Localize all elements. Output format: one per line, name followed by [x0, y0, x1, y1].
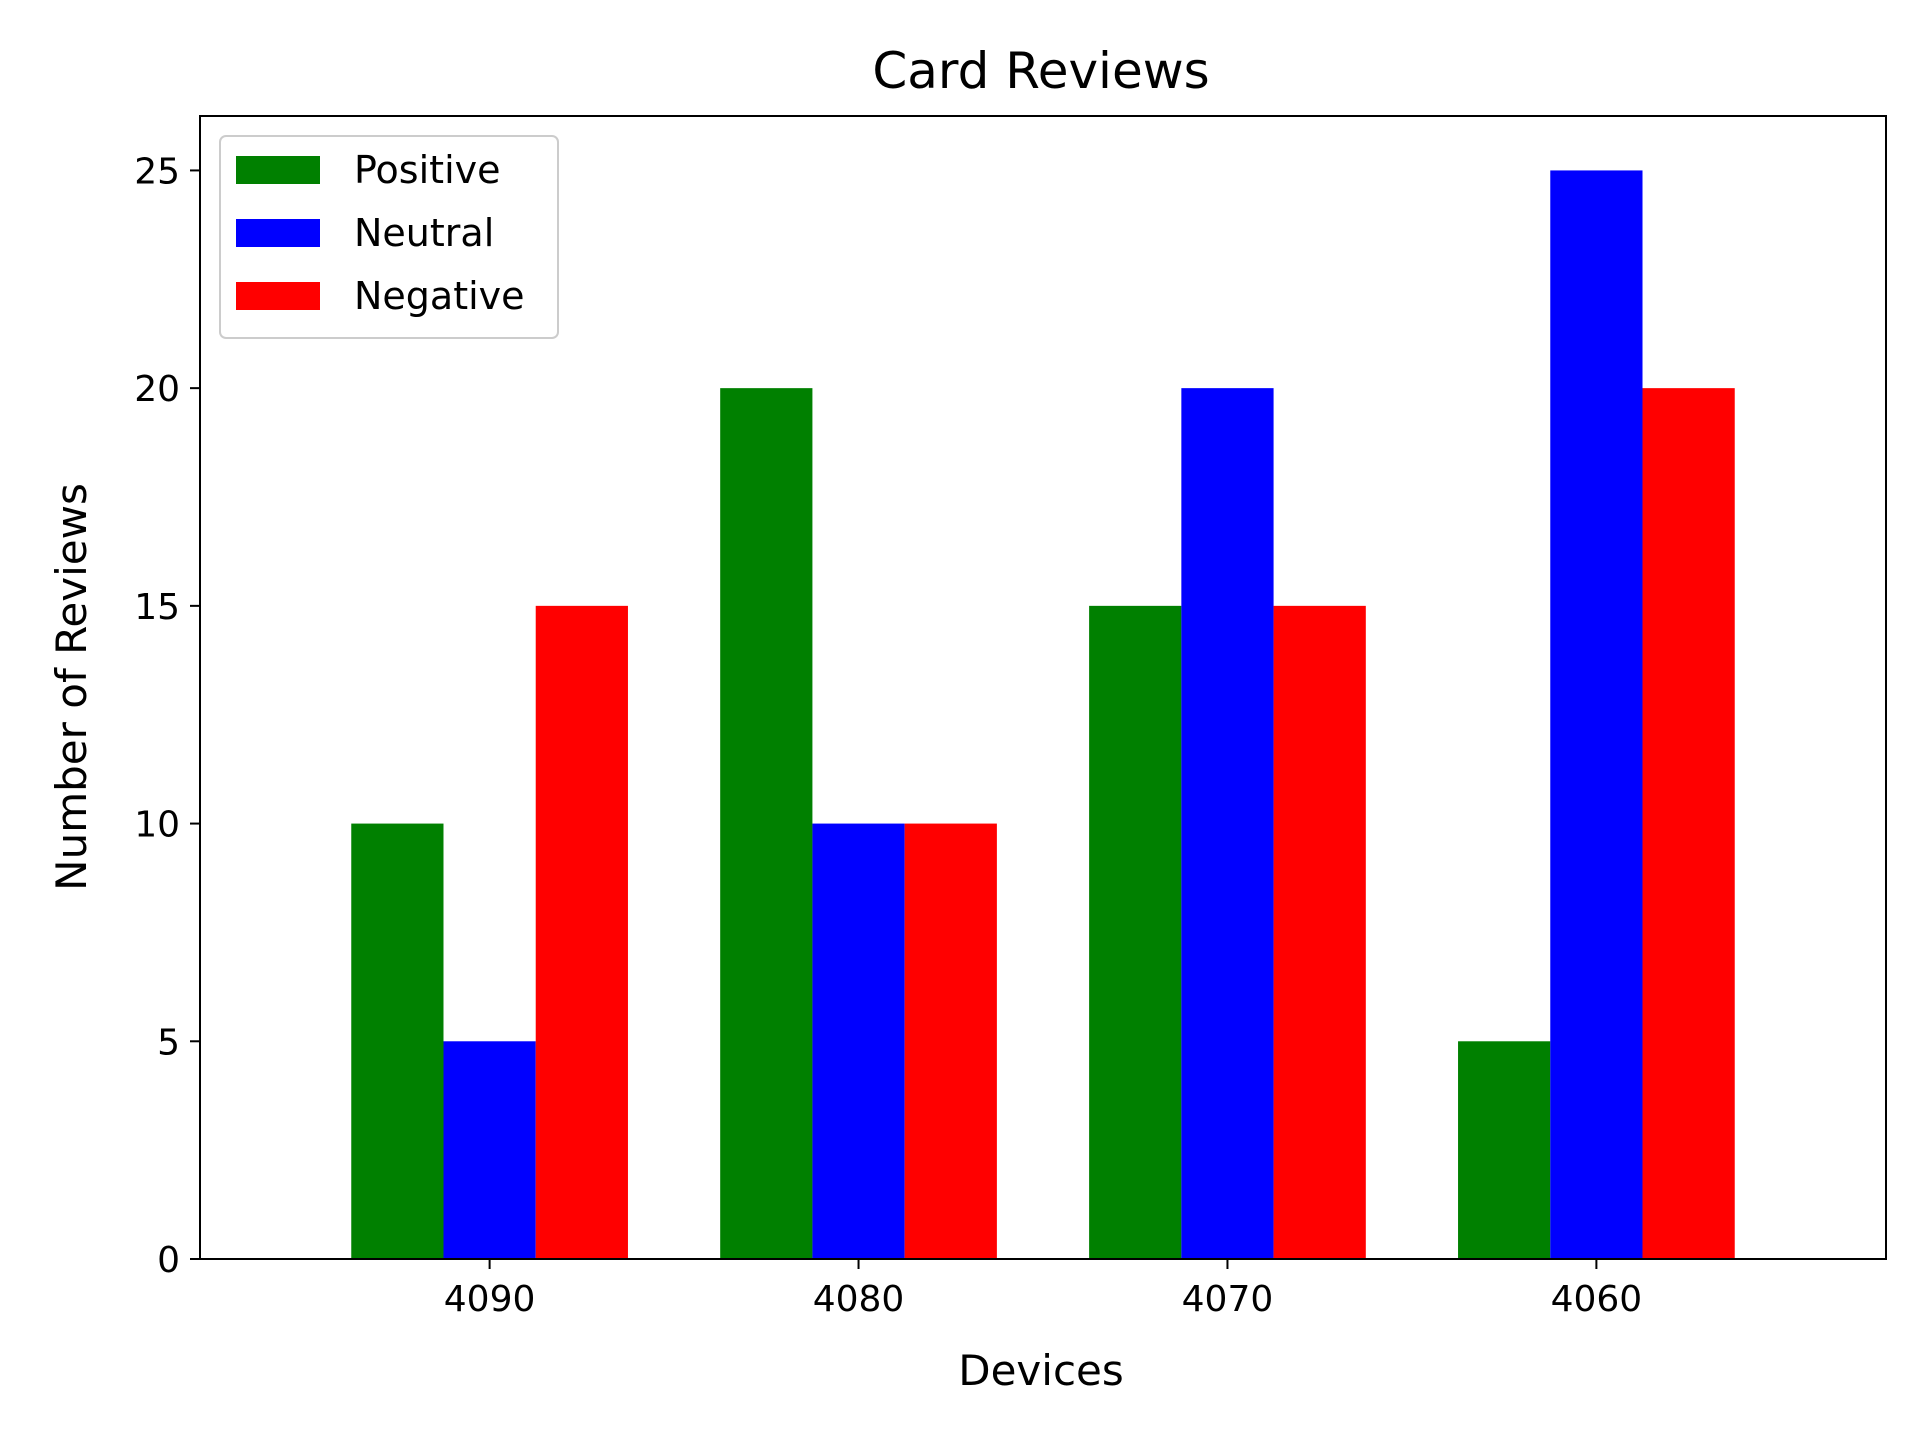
y-tick-label: 25	[134, 151, 180, 192]
x-tick-label: 4060	[1551, 1279, 1643, 1320]
chart-title: Card Reviews	[872, 42, 1209, 100]
bar-neutral-4080	[812, 823, 905, 1259]
legend-label-negative: Negative	[354, 274, 525, 318]
bar-neutral-4060	[1550, 170, 1643, 1259]
y-tick-label: 5	[157, 1022, 180, 1063]
x-tick-label: 4070	[1182, 1279, 1274, 1320]
x-tick-label: 4090	[444, 1279, 536, 1320]
legend: Positive Neutral Negative	[219, 135, 559, 339]
plot-area-frame	[199, 115, 1887, 1260]
y-axis-label: Number of Reviews	[47, 483, 96, 891]
x-axis: 4090 4080 4070 4060	[444, 1259, 1642, 1320]
y-tick-label: 15	[134, 587, 180, 628]
legend-swatch-neutral	[236, 219, 320, 247]
legend-swatch-negative	[236, 282, 320, 310]
bar-negative-4090	[535, 605, 628, 1259]
bar-negative-4080	[904, 823, 997, 1259]
x-axis-label: Devices	[958, 1346, 1124, 1395]
x-tick-label: 4080	[813, 1279, 905, 1320]
y-axis: 0 5 10 15 20 25	[134, 151, 200, 1281]
bar-negative-4060	[1642, 388, 1735, 1260]
bar-positive-4090	[351, 823, 444, 1259]
y-tick-label: 20	[134, 369, 180, 410]
legend-label-neutral: Neutral	[354, 211, 494, 255]
bar-positive-4080	[720, 388, 813, 1260]
bar-neutral-4070	[1181, 388, 1274, 1260]
y-tick-label: 0	[157, 1240, 180, 1281]
bar-positive-4060	[1458, 1041, 1551, 1259]
legend-label-positive: Positive	[354, 148, 501, 192]
legend-swatch-positive	[236, 156, 320, 184]
bar-negative-4070	[1273, 605, 1366, 1259]
bar-positive-4070	[1089, 605, 1182, 1259]
bars-group	[351, 170, 1735, 1260]
bar-neutral-4090	[443, 1041, 536, 1259]
y-tick-label: 10	[134, 805, 180, 846]
